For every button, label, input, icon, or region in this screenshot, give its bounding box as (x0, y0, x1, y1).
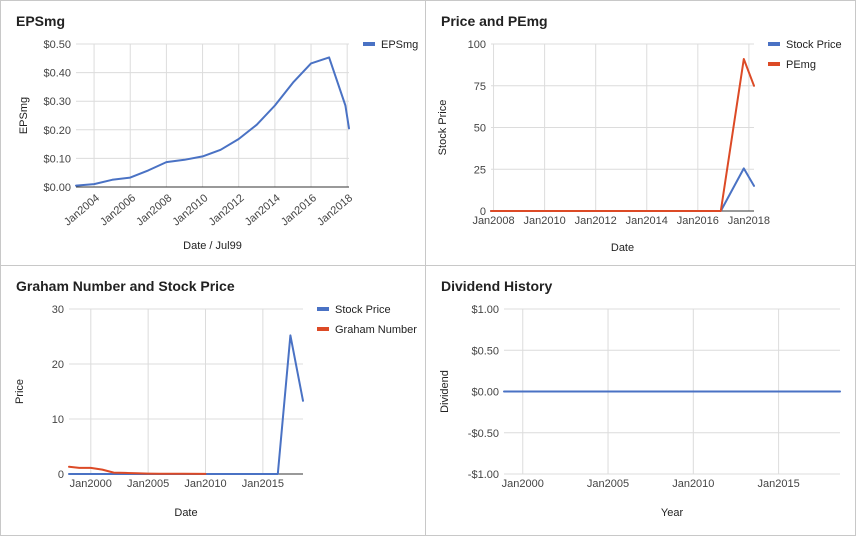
x-tick-label: Jan2015 (757, 478, 799, 490)
legend-swatch (768, 42, 780, 46)
y-tick-label: $0.50 (43, 39, 71, 51)
chart-title: EPSmg (16, 13, 66, 29)
epsmg-chart-svg: Jan2004Jan2006Jan2008Jan2010Jan2012Jan20… (18, 39, 418, 252)
x-tick-label: Jan2014 (626, 215, 668, 227)
x-tick-label: Jan2004 (62, 192, 102, 228)
x-tick-label: Jan2012 (575, 215, 617, 227)
x-tick-label: Jan2010 (672, 478, 714, 490)
legend-swatch (317, 307, 329, 311)
y-tick-label: $0.30 (43, 96, 71, 108)
dividend-chart-svg: Jan2000 Jan2005 Jan2010 Jan2015 -$1.00 -$0.50… (439, 304, 841, 519)
series-line (490, 58, 755, 212)
series-line (490, 167, 755, 212)
y-tick-label: $0.00 (43, 182, 71, 194)
y-tick-label: 10 (52, 414, 64, 426)
y-tick-label: 0 (480, 206, 486, 218)
y-tick-label: $0.10 (43, 153, 71, 165)
x-tick-label: Jan2014 (243, 192, 283, 228)
y-axis-title: EPSmg (18, 97, 30, 134)
y-tick-label: $0.50 (471, 345, 499, 357)
x-tick-label: Jan2010 (184, 478, 226, 490)
x-tick-label: Jan2018 (315, 192, 355, 228)
y-tick-label: $0.40 (43, 68, 71, 80)
y-tick-label: 0 (58, 469, 64, 481)
legend-label: PEmg (786, 59, 816, 71)
y-tick-label: 50 (474, 123, 486, 135)
y-tick-label: 25 (474, 164, 486, 176)
series-line (68, 465, 207, 475)
price-pemg-chart-svg: Jan2008 Jan2010 Jan2012 Jan2014 Jan2016 Jan20… (437, 39, 842, 254)
y-tick-label: $0.00 (471, 387, 499, 399)
x-tick-label: Jan2000 (502, 478, 544, 490)
chart-panel-graham: Graham Number and Stock Price Jan2000 Jan… (0, 265, 426, 536)
y-tick-label: 100 (468, 39, 486, 51)
x-axis-title: Date / Jul99 (183, 240, 242, 252)
x-tick-label: Jan2005 (587, 478, 629, 490)
chart-panel-epsmg: EPSmg Jan2004 Jan2006 Jan2008 Jan2010 Jan201… (0, 0, 426, 266)
series-line (68, 334, 304, 475)
x-tick-label: Jan2012 (207, 192, 247, 228)
y-tick-label: -$1.00 (468, 469, 499, 481)
y-tick-label: $1.00 (471, 304, 499, 316)
x-tick-label: Jan2016 (279, 192, 319, 228)
y-tick-label: -$0.50 (468, 428, 499, 440)
x-tick-label: Jan2000 (70, 478, 112, 490)
x-tick-label: Jan2016 (677, 215, 719, 227)
y-tick-label: 20 (52, 359, 64, 371)
x-tick-label: Jan2010 (170, 192, 210, 228)
y-axis-title: Stock Price (437, 100, 449, 156)
legend-label: Stock Price (335, 304, 391, 316)
x-tick-label: Jan2015 (242, 478, 284, 490)
y-tick-label: $0.20 (43, 125, 71, 137)
legend-swatch (363, 42, 375, 46)
legend-swatch (768, 62, 780, 66)
y-tick-label: 75 (474, 81, 486, 93)
x-tick-label: Jan2010 (524, 215, 566, 227)
chart-panel-dividend: Dividend History Jan2000 Jan2005 Jan2010 Ja… (425, 265, 856, 536)
x-tick-label: Jan2008 (472, 215, 514, 227)
x-tick-label: Jan2018 (728, 215, 770, 227)
legend-label: EPSmg (381, 39, 418, 51)
y-axis-title: Dividend (439, 370, 451, 413)
graham-chart-svg: Jan2000 Jan2005 Jan2010 Jan2015 0 10 20 30 Stock… (14, 304, 417, 519)
series-line (75, 56, 350, 187)
chart-panel-price-pemg: Price and PEmg Jan2008 Jan2010 Jan2012 Jan2… (425, 0, 856, 266)
x-tick-label: Jan2008 (134, 192, 174, 228)
y-axis-title: Price (14, 379, 26, 404)
x-tick-label: Jan2006 (98, 192, 138, 228)
x-axis-title: Date (174, 507, 197, 519)
x-axis-title: Date (611, 242, 634, 254)
legend-swatch (317, 327, 329, 331)
legend-label: Stock Price (786, 39, 842, 51)
chart-title: Graham Number and Stock Price (16, 278, 235, 294)
y-tick-label: 30 (52, 304, 64, 316)
chart-title: Price and PEmg (441, 13, 548, 29)
x-tick-label: Jan2005 (127, 478, 169, 490)
chart-title: Dividend History (441, 278, 553, 294)
x-axis-title: Year (661, 507, 684, 519)
legend-label: Graham Number (335, 324, 417, 336)
